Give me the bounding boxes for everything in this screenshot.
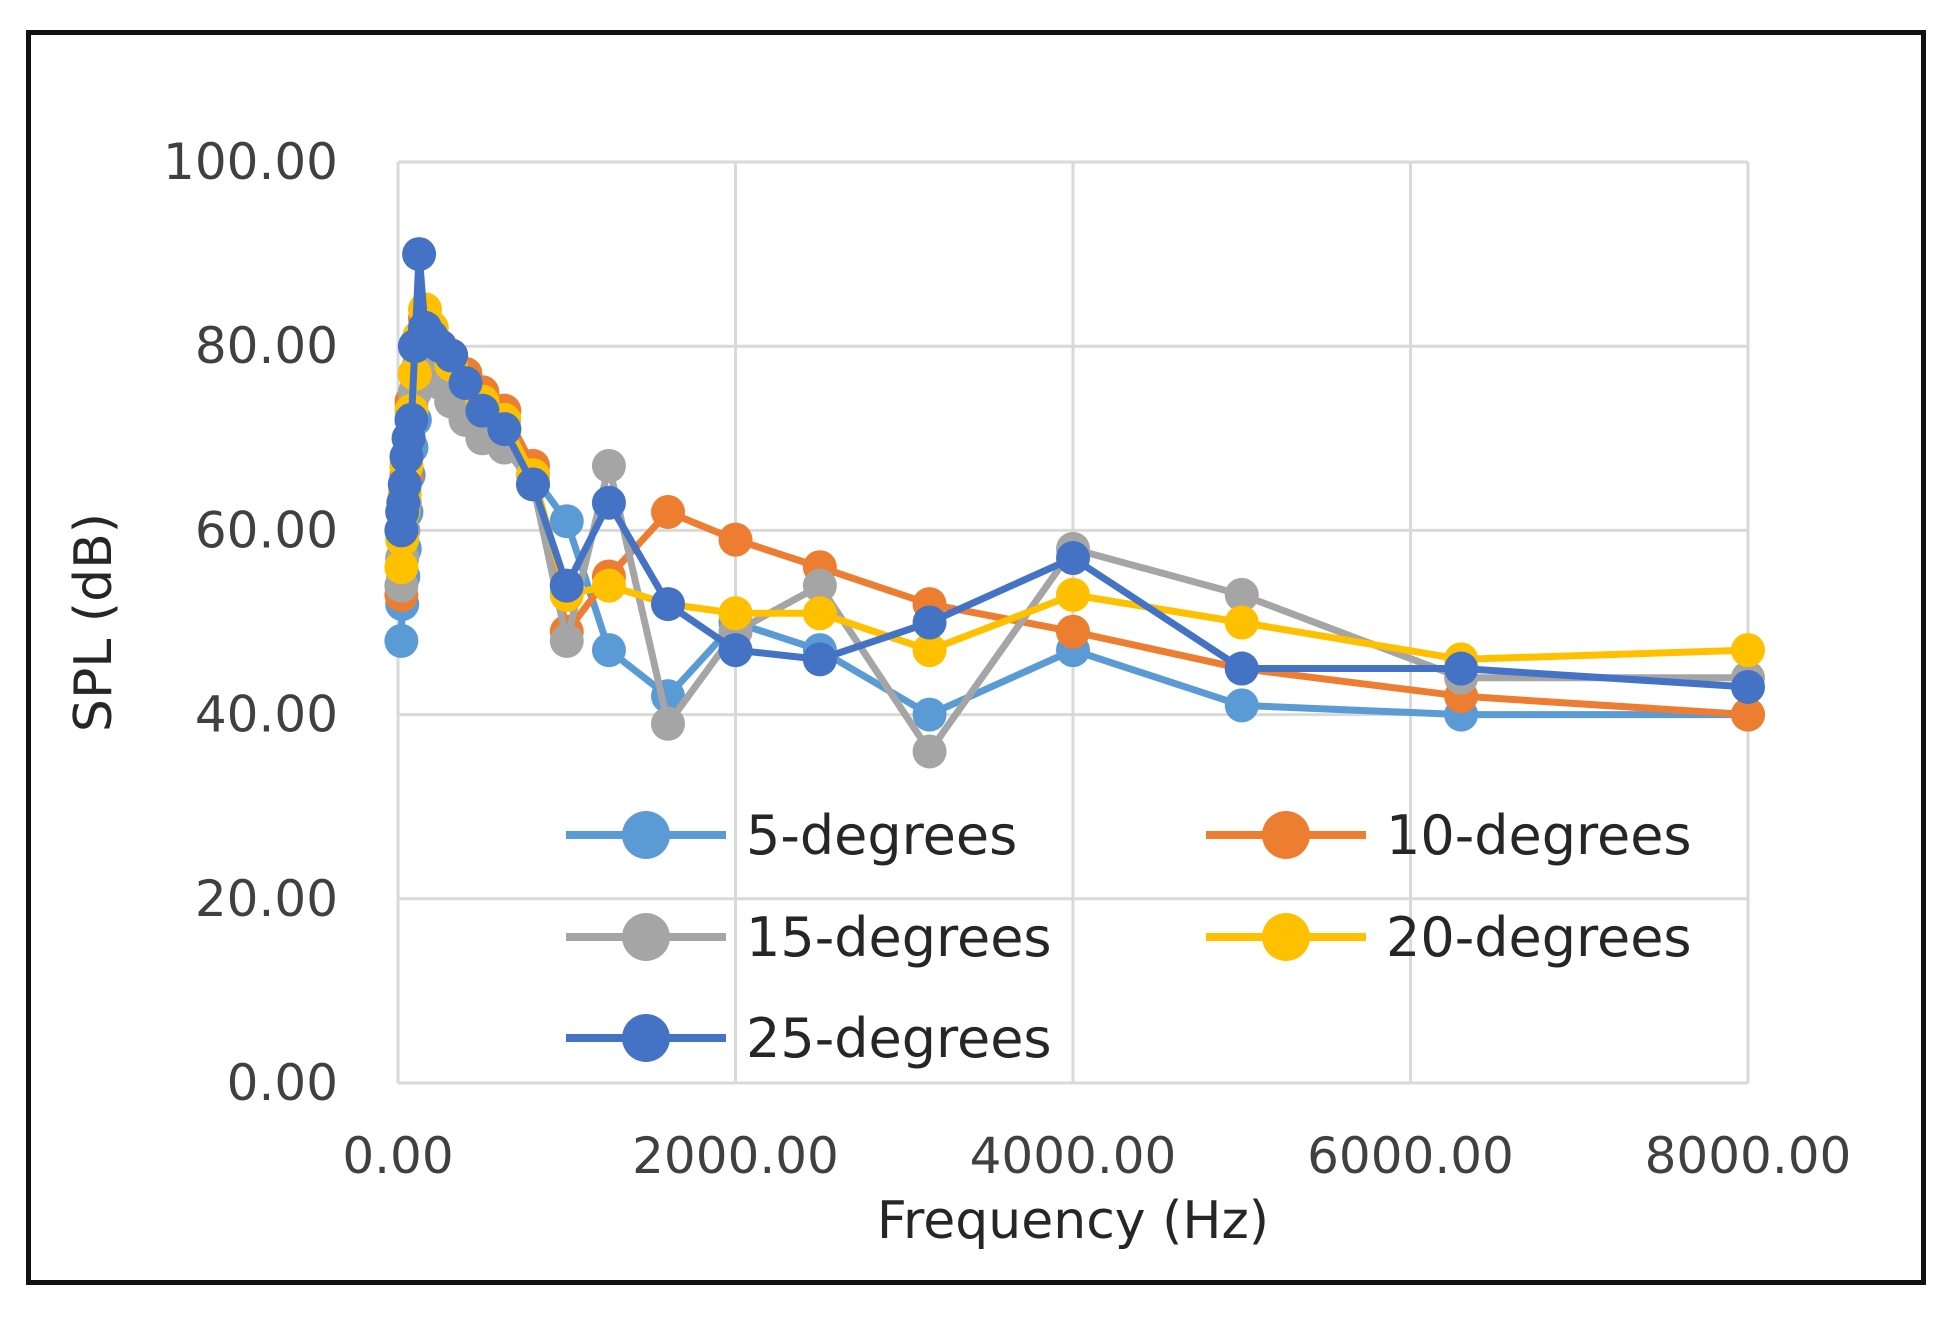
- data-point: [912, 605, 947, 640]
- data-point: [651, 587, 685, 622]
- legend-item: 5-degrees: [566, 804, 1017, 867]
- x-axis-title: Frequency (Hz): [877, 1191, 1269, 1251]
- data-point: [1056, 614, 1090, 649]
- legend-item: 25-degrees: [566, 1007, 1052, 1070]
- legend-label: 25-degrees: [746, 1007, 1052, 1070]
- legend-label: 20-degrees: [1386, 906, 1692, 969]
- legend: 5-degrees 10-degrees 15-degrees 20-degrees 2…: [566, 804, 1692, 1070]
- legend-swatch-marker: [1262, 913, 1310, 961]
- data-point: [651, 494, 685, 529]
- series-10-degrees: [384, 301, 1765, 732]
- y-tick-label: 100.00: [163, 133, 338, 191]
- data-point: [387, 467, 422, 502]
- data-point: [434, 338, 469, 373]
- data-point: [912, 734, 947, 769]
- data-point: [1224, 605, 1259, 640]
- y-tick-label: 0.00: [227, 1054, 338, 1112]
- y-tick-label: 20.00: [195, 870, 338, 928]
- x-tick-label: 2000.00: [632, 1127, 839, 1185]
- series-5-degrees: [384, 310, 1765, 732]
- data-point: [718, 633, 753, 668]
- data-point: [549, 504, 584, 539]
- x-tick-label: 4000.00: [970, 1127, 1177, 1185]
- chart-frame: 0.00 20.00 40.00 60.00 80.00 100.00 0.00 2000.…: [26, 30, 1926, 1285]
- data-point: [402, 237, 437, 272]
- data-point: [802, 568, 837, 603]
- data-point: [1224, 651, 1259, 686]
- data-point: [591, 448, 626, 483]
- legend-label: 5-degrees: [746, 804, 1017, 867]
- data-point: [549, 623, 584, 658]
- legend-item: 20-degrees: [1206, 906, 1692, 969]
- data-point: [487, 412, 522, 447]
- legend-swatch-marker: [622, 1014, 670, 1062]
- data-point: [591, 568, 626, 603]
- data-point: [1224, 688, 1259, 723]
- legend-label: 10-degrees: [1386, 804, 1692, 867]
- x-tick-label: 0.00: [342, 1127, 453, 1185]
- data-point: [384, 550, 419, 585]
- legend-item: 10-degrees: [1206, 804, 1692, 867]
- data-point: [802, 596, 837, 631]
- data-point: [1056, 577, 1090, 612]
- y-axis-ticks: 0.00 20.00 40.00 60.00 80.00 100.00: [163, 133, 338, 1112]
- data-point: [651, 706, 685, 741]
- data-point: [591, 633, 626, 668]
- data-point: [718, 522, 753, 557]
- legend-swatch-marker: [1262, 811, 1310, 859]
- y-tick-label: 40.00: [195, 686, 338, 744]
- data-point: [549, 568, 584, 603]
- data-point: [448, 366, 483, 401]
- x-tick-label: 8000.00: [1645, 1127, 1852, 1185]
- legend-swatch-marker: [622, 913, 670, 961]
- data-point: [802, 642, 837, 677]
- y-tick-label: 80.00: [195, 317, 338, 375]
- series-layer: [384, 237, 1765, 769]
- data-point: [1224, 577, 1259, 612]
- data-point: [912, 697, 947, 732]
- y-axis-title: SPL (dB): [64, 513, 124, 732]
- data-point: [516, 467, 550, 502]
- series-25-degrees: [384, 237, 1765, 704]
- data-point: [591, 485, 626, 520]
- data-point: [1731, 633, 1765, 668]
- line-chart: 0.00 20.00 40.00 60.00 80.00 100.00 0.00 2000.…: [64, 133, 1851, 1251]
- data-point: [394, 402, 429, 437]
- data-point: [1731, 697, 1765, 732]
- data-point: [718, 596, 753, 631]
- data-point: [384, 623, 419, 658]
- data-point: [1444, 651, 1479, 686]
- legend-item: 15-degrees: [566, 906, 1052, 969]
- data-point: [1056, 541, 1090, 576]
- data-point: [1731, 669, 1765, 704]
- y-tick-label: 60.00: [195, 501, 338, 559]
- x-axis-ticks: 0.00 2000.00 4000.00 6000.00 8000.00: [342, 1127, 1851, 1185]
- data-point: [912, 633, 947, 668]
- x-tick-label: 6000.00: [1307, 1127, 1514, 1185]
- legend-swatch-marker: [622, 811, 670, 859]
- legend-label: 15-degrees: [746, 906, 1052, 969]
